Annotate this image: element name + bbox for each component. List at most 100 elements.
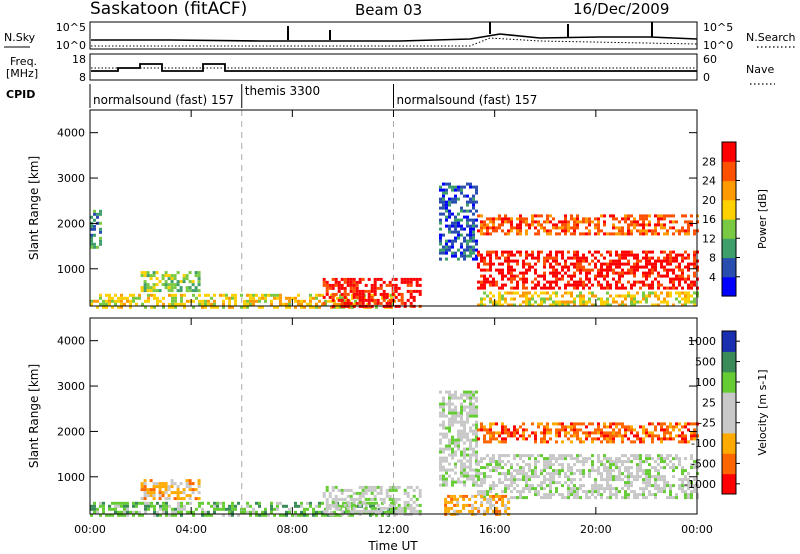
echo-cell [90, 245, 93, 249]
echo-cell [687, 291, 690, 295]
echo-cell [207, 293, 210, 297]
echo-cell [370, 295, 374, 299]
echo-cell [349, 280, 353, 284]
echo-cell [472, 474, 475, 478]
echo-cell [457, 438, 460, 442]
echo-cell [469, 453, 472, 457]
echo-cell [255, 299, 258, 303]
echo-cell [519, 303, 522, 307]
echo-cell [345, 507, 348, 511]
echo-cell [636, 259, 639, 263]
echo-cell [486, 497, 490, 501]
echo-cell [462, 494, 466, 498]
echo-cell [687, 274, 690, 278]
echo-cell [492, 303, 495, 307]
echo-cell [648, 422, 651, 426]
echo-cell [409, 292, 413, 296]
echo-cell [651, 437, 654, 441]
echo-cell [495, 300, 498, 304]
echo-cell [648, 431, 651, 435]
echo-cell [507, 469, 510, 473]
echo-cell [143, 271, 147, 275]
echo-cell [564, 262, 567, 266]
echo-cell [261, 305, 264, 309]
echo-cell [633, 457, 636, 461]
echo-cell [165, 513, 168, 517]
echo-cell [552, 274, 555, 278]
echo-cell [630, 481, 633, 485]
echo-cell [153, 296, 156, 300]
echo-cell [507, 253, 510, 257]
echo-cell [555, 428, 558, 432]
echo-cell [480, 283, 483, 287]
echo-cell [475, 441, 478, 445]
echo-cell [170, 277, 174, 281]
echo-cell [672, 256, 675, 260]
echo-cell [400, 292, 404, 296]
echo-cell [618, 475, 621, 479]
echo-cell [469, 459, 472, 463]
echo-cell [624, 286, 627, 290]
echo-cell [451, 402, 454, 406]
echo-cell [576, 250, 579, 254]
echo-cell [576, 487, 579, 491]
echo-cell [451, 450, 454, 454]
echo-cell [678, 484, 681, 488]
echo-cell [120, 299, 123, 303]
echo-cell [120, 302, 123, 306]
echo-cell [525, 300, 528, 304]
echo-cell [618, 226, 621, 230]
colorbar-tick-label: 20 [702, 194, 716, 207]
echo-cell [258, 504, 261, 508]
echo-cell [460, 191, 463, 195]
echo-cell [567, 250, 570, 254]
echo-cell [454, 420, 457, 424]
echo-cell [606, 487, 609, 491]
echo-cell [651, 484, 654, 488]
echo-cell [164, 286, 168, 290]
echo-cell [504, 297, 507, 301]
echo-cell [318, 293, 321, 297]
colorbar-tick-label: 28 [702, 155, 716, 168]
echo-cell [442, 191, 445, 195]
echo-cell [498, 300, 501, 304]
echo-cell [156, 501, 159, 505]
echo-cell [480, 478, 483, 482]
echo-cell [213, 302, 216, 306]
echo-cell [594, 490, 597, 494]
echo-cell [406, 491, 410, 495]
echo-cell [627, 457, 630, 461]
echo-cell [460, 474, 463, 478]
echo-cell [537, 256, 540, 260]
echo-cell [687, 428, 690, 432]
echo-cell [486, 493, 489, 497]
echo-cell [409, 301, 413, 305]
echo-cell [191, 491, 195, 495]
echo-cell [690, 431, 693, 435]
echo-cell [567, 223, 570, 227]
echo-cell [288, 507, 291, 511]
echo-cell [576, 223, 579, 227]
echo-cell [570, 478, 573, 482]
echo-cell [603, 454, 606, 458]
echo-cell [366, 302, 369, 306]
echo-cell [597, 472, 600, 476]
echo-cell [183, 302, 186, 306]
echo-cell [264, 299, 267, 303]
echo-cell [472, 393, 475, 397]
echo-cell [472, 429, 475, 433]
echo-cell [451, 447, 454, 451]
echo-cell [447, 506, 451, 510]
echo-cell [379, 301, 383, 305]
echo-cell [597, 226, 600, 230]
echo-cell [507, 460, 510, 464]
echo-cell [528, 262, 531, 266]
echo-cell [510, 280, 513, 284]
echo-cell [198, 299, 201, 303]
echo-cell [690, 280, 693, 284]
echo-cell [591, 490, 594, 494]
echo-cell [466, 447, 469, 451]
echo-cell [687, 283, 690, 287]
echo-cell [351, 513, 354, 517]
echo-cell [537, 214, 540, 218]
